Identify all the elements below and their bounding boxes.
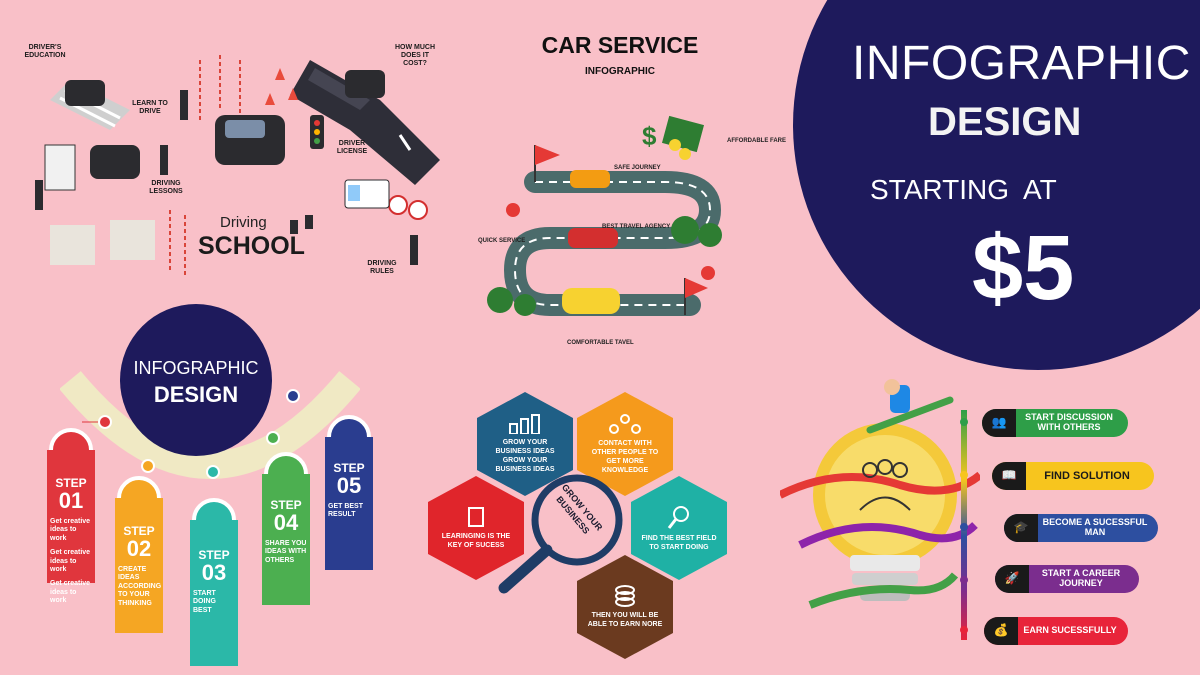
book-icon: 📖 — [992, 462, 1026, 490]
rocket-icon: 🚀 — [995, 565, 1029, 593]
step-card-04: STEP 04 SHARE YOU IDEAS WITH OTHERS — [262, 452, 310, 605]
safe-journey-label: SAFE JOURNEY — [614, 165, 661, 171]
driving-rules-label: DRIVING RULES — [367, 260, 397, 276]
driving-lessons-label: DRIVING LESSONS — [149, 180, 183, 196]
offer-line-infographic: INFOGRAPHIC — [852, 37, 1191, 90]
timeline-bar — [960, 410, 968, 640]
people-icon: 👥 — [982, 409, 1016, 437]
money-bag-icon: 💰 — [984, 617, 1018, 645]
hex-find-field: FIND THE BEST FIELD TO START DOING — [631, 476, 727, 580]
steps-circle-line1: INFOGRAPHIC — [133, 358, 259, 378]
learn-to-drive-label: LEARN TO DRIVE — [132, 100, 168, 116]
driving-school-title-small: Driving — [220, 214, 267, 231]
magnifying-glass-graphic — [498, 474, 623, 594]
car-service-road-illustration: $ — [487, 115, 722, 316]
comfortable-travel-label: COMFORTABLE TAVEL — [567, 340, 634, 346]
ruler-pencil-icon — [468, 506, 484, 527]
car-service-title: CAR SERVICE — [541, 32, 699, 58]
driving-school-illustration — [35, 55, 440, 275]
step-card-03: STEP 03 START DOING BEST — [190, 498, 238, 666]
magnifier-icon — [667, 505, 689, 529]
steps-circle-line2: DESIGN — [153, 382, 239, 407]
car-service-subtitle: INFOGRAPHIC — [585, 66, 655, 77]
pill-career-journey: 🚀 START A CAREER JOURNEY — [995, 565, 1139, 593]
pill-find-solution: 📖 FIND SOLUTION — [992, 462, 1154, 490]
offer-line-design: DESIGN — [928, 100, 1082, 144]
lightbulb-illustration — [780, 379, 980, 609]
how-much-label: HOW MUCH DOES IT COST? — [394, 44, 436, 68]
driving-school-title-big: SCHOOL — [198, 232, 305, 260]
driving-school-panel: DRIVER'S EDUCATION LEARN TO DRIVE HOW MU… — [20, 40, 440, 290]
best-travel-agency-label: BEST TRAVEL AGENCY — [602, 224, 671, 230]
pill-start-discussion: 👥 START DISCUSSION WITH OTHERS — [982, 409, 1128, 437]
step-card-02: STEP 02 CREATE IDEAS ACCORDING TO YOUR T… — [115, 476, 163, 633]
bar-chart-icon — [509, 413, 540, 434]
people-network-icon — [609, 413, 641, 434]
coins-icon — [615, 584, 635, 607]
driver-license-label: DRIVER LICENSE — [336, 140, 368, 156]
graduation-cap-icon: 🎓 — [1004, 514, 1038, 542]
pill-earn-successfully: 💰 EARN SUCESSFULLY — [984, 617, 1128, 645]
hex-grow-ideas: GROW YOUR BUSINESS IDEAS GROW YOUR BUSIN… — [477, 392, 573, 496]
pill-become-successful: 🎓 BECOME A SUCESSFUL MAN — [1004, 514, 1158, 542]
affordable-fare-label: AFFORDABLE FARE — [727, 138, 786, 144]
offer-line-starting-at: STARTING AT — [870, 174, 1057, 205]
steps-center-circle — [120, 304, 272, 456]
step-card-05: STEP 05 GET BEST RESULT — [325, 415, 373, 570]
steps-arc — [60, 371, 360, 479]
quick-service-label: QUICK SERVICE — [478, 238, 526, 244]
svg-text:$: $ — [642, 121, 657, 151]
step-card-01: STEP 01 Get creative ideas to work Get c… — [47, 428, 95, 604]
offer-price: $5 — [972, 217, 1075, 319]
drivers-education-label: DRIVER'S EDUCATION — [24, 44, 66, 60]
